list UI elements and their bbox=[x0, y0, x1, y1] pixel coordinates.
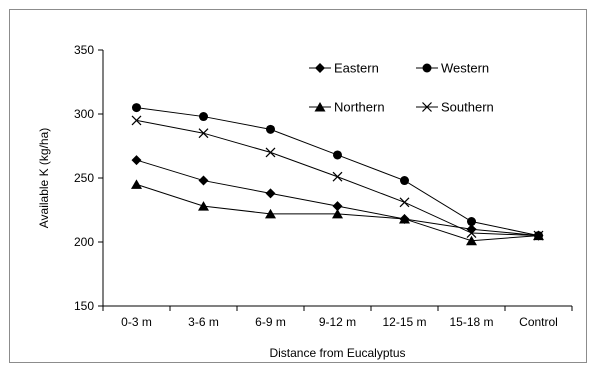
circle-marker bbox=[266, 124, 275, 134]
x-marker-stroke bbox=[332, 171, 343, 182]
triangle-marker bbox=[265, 208, 276, 219]
series-northern bbox=[131, 179, 544, 246]
legend-item-western: Western bbox=[416, 61, 489, 76]
series-eastern bbox=[131, 155, 544, 241]
legend-label: Eastern bbox=[334, 61, 379, 76]
x-marker-stroke bbox=[399, 197, 410, 208]
diamond-marker bbox=[315, 63, 325, 73]
triangle-marker bbox=[314, 102, 326, 112]
x-marker bbox=[399, 197, 410, 208]
diamond-marker bbox=[332, 201, 343, 212]
legend-label: Northern bbox=[334, 100, 385, 115]
series-layer bbox=[131, 103, 544, 246]
axes: 150 200 250 300 350 0-3 m 3-6 m 6-9 m 9-12 m 12-1… bbox=[74, 43, 573, 329]
x-marker bbox=[332, 171, 343, 182]
y-tick-label: 300 bbox=[74, 107, 94, 121]
triangle-marker bbox=[466, 235, 477, 246]
diamond-marker bbox=[198, 175, 209, 186]
circle-marker bbox=[400, 176, 409, 186]
x-marker-stroke bbox=[466, 228, 477, 238]
x-marker bbox=[198, 128, 209, 139]
triangle-marker bbox=[332, 208, 343, 219]
y-tick-label: 250 bbox=[74, 171, 94, 185]
series-southern bbox=[131, 115, 544, 241]
x-marker bbox=[131, 115, 142, 126]
series-western bbox=[132, 103, 543, 241]
legend-label: Western bbox=[441, 61, 489, 76]
x-marker bbox=[466, 228, 477, 238]
legend: Eastern Western Northern Southern bbox=[309, 61, 494, 115]
circle-marker bbox=[422, 63, 432, 73]
x-tick-label: Control bbox=[519, 315, 558, 329]
circle-marker bbox=[467, 217, 476, 227]
triangle-marker bbox=[131, 179, 142, 189]
x-tick-label: 0-3 m bbox=[121, 315, 152, 329]
chart-frame bbox=[9, 9, 587, 363]
x-tick-label: 12-15 m bbox=[382, 315, 426, 329]
x-tick-label: 6-9 m bbox=[255, 315, 286, 329]
x-tick-label: 3-6 m bbox=[188, 315, 219, 329]
y-axis-title: Available K (kg/ha) bbox=[37, 128, 51, 229]
x-marker bbox=[533, 230, 544, 241]
diamond-marker bbox=[131, 155, 142, 166]
x-marker-stroke bbox=[265, 147, 276, 158]
diamond-marker bbox=[265, 188, 276, 199]
triangle-marker bbox=[198, 201, 209, 211]
x-axis-title: Distance from Eucalyptus bbox=[269, 346, 405, 360]
x-marker bbox=[265, 147, 276, 158]
y-tick-label: 150 bbox=[74, 299, 94, 313]
series-line-eastern bbox=[136, 159, 539, 237]
y-tick-label: 200 bbox=[74, 235, 94, 249]
x-marker-stroke bbox=[131, 115, 142, 126]
x-marker-stroke bbox=[422, 102, 432, 112]
circle-marker bbox=[333, 150, 342, 160]
x-tick-label: 9-12 m bbox=[319, 315, 356, 329]
legend-item-eastern: Eastern bbox=[309, 61, 379, 76]
circle-marker bbox=[132, 103, 141, 113]
circle-marker bbox=[199, 112, 208, 122]
x-marker-stroke bbox=[198, 128, 209, 139]
legend-item-northern: Northern bbox=[309, 100, 385, 115]
legend-item-southern: Southern bbox=[416, 100, 494, 115]
triangle-marker bbox=[399, 213, 410, 224]
legend-label: Southern bbox=[441, 100, 494, 115]
x-tick-label: 15-18 m bbox=[449, 315, 493, 329]
y-tick-label: 350 bbox=[74, 43, 94, 57]
x-marker-stroke bbox=[533, 230, 544, 241]
x-marker bbox=[422, 102, 432, 112]
